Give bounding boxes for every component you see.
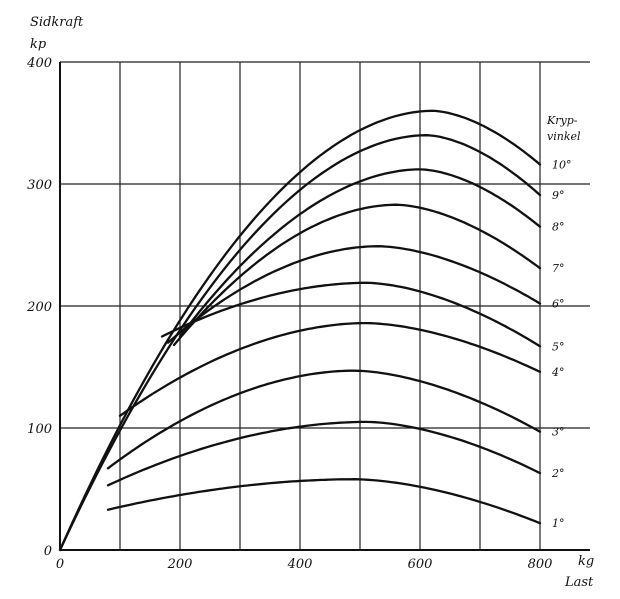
y-axis-unit: kp — [30, 37, 47, 52]
y-tick-label: 200 — [26, 300, 52, 315]
series-label-9: 9° — [552, 189, 565, 202]
series-label-3: 3° — [552, 426, 565, 439]
series-label-10: 10° — [552, 158, 572, 171]
series-line-1 — [106, 478, 542, 525]
series-line-5 — [160, 281, 542, 348]
x-axis-title: Last — [564, 575, 594, 590]
x-axis-unit: kg — [578, 554, 594, 569]
y-tick-label: 100 — [27, 422, 52, 437]
series-line-8 — [178, 168, 542, 338]
x-tick-label: 400 — [287, 557, 313, 572]
series-label-4: 4° — [551, 366, 565, 379]
x-tick-label: 600 — [408, 557, 433, 572]
x-tick-label: 200 — [167, 557, 193, 572]
x-tick-label: 800 — [528, 557, 553, 572]
series-label-1: 1° — [552, 517, 565, 530]
x-tick-label: 0 — [56, 557, 64, 572]
series-label-2: 2° — [551, 467, 565, 480]
grid — [60, 61, 590, 550]
series-label-8: 8° — [552, 221, 565, 234]
series-line-6 — [166, 245, 542, 344]
tick-labels: 0 200 400 600 800 0 100 200 300 400 — [26, 56, 552, 572]
series-line-10 — [58, 109, 542, 552]
series-line-4 — [118, 321, 542, 417]
series-label-7: 7° — [552, 262, 565, 275]
series-line-7 — [172, 203, 542, 347]
axes — [59, 62, 590, 551]
legend-title-line1: Kryp- — [546, 114, 578, 127]
y-tick-label: 400 — [26, 56, 52, 71]
legend-title-line2: vinkel — [547, 130, 581, 143]
series-label-5: 5° — [552, 340, 565, 353]
y-tick-label: 0 — [44, 544, 52, 559]
series-label-6: 6° — [552, 298, 565, 311]
curve-labels: 1° 2° 3° 4° 5° 6° 7° 8° 9° 10° — [551, 158, 572, 530]
series-line-2 — [106, 420, 542, 487]
series-line-9 — [58, 134, 542, 552]
series-line-3 — [106, 369, 542, 470]
curves — [58, 109, 542, 552]
y-axis-title: Sidkraft — [30, 15, 84, 30]
y-tick-label: 300 — [27, 178, 52, 193]
